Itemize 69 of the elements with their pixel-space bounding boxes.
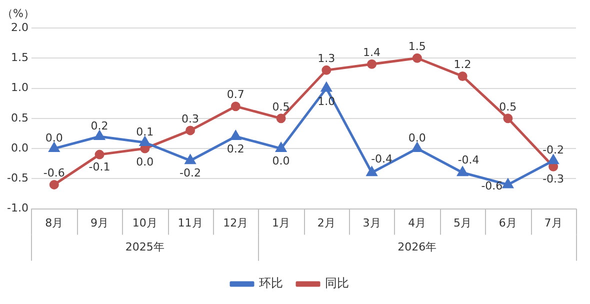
data-label: 1.5	[408, 40, 426, 53]
point	[49, 180, 59, 190]
point	[367, 59, 377, 69]
data-label: 0.3	[182, 112, 200, 126]
data-label: 0.1	[136, 125, 154, 138]
data-label: 0.2	[90, 119, 108, 132]
point	[230, 130, 241, 140]
data-label: 1.3	[318, 52, 336, 66]
y-axis-title: （%）	[2, 6, 34, 20]
x-tick-label: 12月	[223, 216, 248, 230]
x-tick-label: 10月	[132, 216, 158, 230]
point	[276, 142, 286, 152]
point	[502, 178, 514, 188]
data-label: 0.0	[136, 155, 154, 168]
x-tick-label: 1月	[272, 216, 290, 230]
x-tick-label: 3月	[362, 216, 381, 230]
point	[230, 102, 240, 112]
point	[185, 154, 196, 164]
data-label: -0.4	[371, 152, 393, 166]
point	[276, 114, 286, 124]
point	[94, 130, 105, 140]
data-label: 0.2	[226, 142, 244, 156]
point	[412, 53, 422, 63]
x-tick-label: 8月	[45, 216, 64, 230]
text: 2025年	[125, 240, 164, 254]
point	[322, 65, 332, 75]
point	[321, 82, 332, 92]
x-tick-label: 5月	[454, 216, 472, 230]
y-tick-label: 0.0	[10, 141, 28, 154]
legend-label: 同比	[325, 276, 349, 290]
x-tick-label: 9月	[90, 216, 109, 230]
data-label: 0.0	[45, 131, 63, 144]
data-label: 0.7	[226, 88, 244, 102]
legend-label: 环比	[259, 276, 283, 290]
y-tick-label: -1.0	[6, 202, 28, 215]
point	[49, 142, 60, 152]
x-tick-label: 11月	[178, 216, 203, 230]
y-tick-label: -0.5	[6, 172, 28, 185]
data-label: -0.1	[88, 160, 110, 174]
point	[548, 154, 558, 164]
data-label: -0.6	[43, 166, 65, 180]
data-label: 0.5	[272, 100, 290, 114]
point	[94, 150, 104, 160]
y-tick-label: 1.5	[10, 50, 28, 64]
text: 2026年	[398, 240, 437, 254]
point	[366, 166, 377, 176]
point	[140, 136, 150, 146]
data-label: -0.4	[458, 154, 480, 166]
data-label: 0.0	[272, 154, 290, 168]
point	[412, 142, 422, 152]
y-tick-label: 1.0	[10, 81, 28, 94]
data-label: 0.0	[408, 131, 426, 144]
point	[503, 114, 513, 124]
point	[458, 71, 468, 81]
x-tick-label: 6月	[498, 216, 517, 230]
data-label: -0.2	[542, 143, 564, 156]
x-tick-label: 7月	[544, 216, 562, 230]
point	[457, 166, 468, 176]
y-tick-label: 0.5	[10, 111, 28, 124]
y-tick-label: 2.0	[10, 20, 28, 34]
x-tick-label: 2月	[317, 216, 336, 230]
data-label: -0.3	[542, 172, 564, 186]
data-label: -0.2	[180, 166, 202, 180]
data-label: -0.6	[481, 180, 503, 193]
data-label: 1.2	[454, 58, 472, 72]
data-label: 1.4	[363, 46, 381, 60]
data-label: 0.5	[499, 100, 517, 114]
point	[186, 126, 196, 136]
x-tick-label: 4月	[408, 216, 426, 230]
